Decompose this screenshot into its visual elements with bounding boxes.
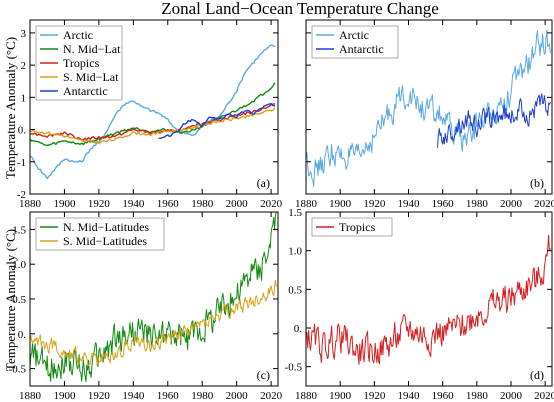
x-tick-label: 2000 bbox=[500, 390, 523, 402]
y-tick-label: 1.0 bbox=[12, 259, 26, 271]
x-tick-label: 1880 bbox=[295, 390, 318, 402]
series-line-s_mid_lat bbox=[30, 279, 277, 367]
legend-entry: Antarctic bbox=[63, 84, 108, 98]
legend-entry: Tropics bbox=[339, 220, 376, 234]
legend-entry: N. Mid−Lat bbox=[63, 42, 121, 56]
x-tick-label: 2020 bbox=[260, 198, 283, 210]
x-tick-label: 2020 bbox=[534, 390, 554, 402]
x-tick-label: 1940 bbox=[122, 198, 145, 210]
legend-entry: Arctic bbox=[339, 28, 369, 42]
plot-frame bbox=[29, 19, 279, 195]
x-tick-label: 1940 bbox=[122, 390, 145, 402]
x-tick-label: 1900 bbox=[329, 390, 352, 402]
x-tick-label: 2000 bbox=[226, 390, 249, 402]
x-tick-label: 1980 bbox=[191, 390, 214, 402]
ylabel-bottom: Temperature Anomaly (°C) bbox=[3, 229, 18, 371]
y-tick-label: 0.5 bbox=[288, 284, 302, 296]
y-tick-label: -2 bbox=[17, 189, 26, 201]
x-tick-label: 1960 bbox=[432, 198, 455, 210]
y-tick-label: 0. bbox=[18, 329, 27, 341]
y-tick-label: 0. bbox=[18, 125, 27, 137]
x-tick-label: 2020 bbox=[534, 198, 554, 210]
series-line-arctic bbox=[306, 29, 551, 188]
series-line-antarctic bbox=[437, 93, 551, 148]
plot-frame bbox=[305, 19, 553, 195]
panels: 1880 1900 1920 1940 1960 1980 2000 2020 -2 -1 0. 1 2… bbox=[9, 19, 554, 402]
x-tick-label: 1920 bbox=[88, 390, 111, 402]
x-tick-label: 1880 bbox=[19, 198, 42, 210]
y-tick-label: 0. bbox=[294, 323, 303, 335]
series-line-s_mid_lat bbox=[30, 107, 276, 145]
panel-label: (d) bbox=[530, 368, 544, 382]
figure-title: Zonal Land−Ocean Temperature Change bbox=[161, 0, 439, 18]
panel-label: (c) bbox=[257, 368, 270, 382]
legend-entry: S. Mid−Lat bbox=[63, 70, 119, 84]
x-tick-label: 1900 bbox=[329, 198, 352, 210]
y-tick-label: 0.5 bbox=[12, 294, 26, 306]
y-tick-label: 2 bbox=[21, 60, 27, 72]
x-tick-label: 1920 bbox=[363, 390, 386, 402]
y-tick-label: 1.5 bbox=[288, 207, 302, 219]
x-tick-label: 1880 bbox=[295, 198, 318, 210]
x-tick-label: 1920 bbox=[88, 198, 111, 210]
y-tick-label: -1 bbox=[17, 157, 26, 169]
series-line-arctic bbox=[30, 44, 276, 180]
x-tick-label: 1960 bbox=[157, 390, 180, 402]
panel-label: (a) bbox=[257, 176, 270, 190]
panel-a: 1880 1900 1920 1940 1960 1980 2000 2020 -2 -1 0. 1 2… bbox=[17, 19, 283, 210]
x-tick-label: 1900 bbox=[53, 198, 76, 210]
x-tick-label: 2020 bbox=[260, 390, 283, 402]
panel-d: 1880 1900 1920 1940 1960 1980 2000 2020 -0.5 0. 0.… bbox=[285, 207, 554, 402]
legend-entry: S. Mid−Latitudes bbox=[63, 234, 147, 248]
panel-label: (b) bbox=[530, 176, 544, 190]
ylabel-top: Temperature Anomaly (°C) bbox=[3, 37, 18, 179]
y-tick-label: 1.0 bbox=[288, 246, 302, 258]
legend-entry: Antarctic bbox=[339, 42, 384, 56]
panel-b: 18801900192019401960198020002020-2-10.12… bbox=[295, 19, 554, 210]
legend bbox=[311, 25, 399, 59]
x-tick-label: 1980 bbox=[191, 198, 214, 210]
x-tick-label: 1940 bbox=[398, 390, 421, 402]
plot-frame bbox=[305, 211, 553, 387]
legend-entry: Arctic bbox=[63, 28, 93, 42]
series-line-tropics bbox=[306, 234, 551, 365]
x-tick-label: 2000 bbox=[500, 198, 523, 210]
x-tick-label: 1880 bbox=[19, 390, 42, 402]
legend-entry: Tropics bbox=[63, 56, 100, 70]
x-tick-label: 1960 bbox=[432, 390, 455, 402]
y-tick-label: 1 bbox=[21, 92, 27, 104]
x-tick-label: 2000 bbox=[226, 198, 249, 210]
legend bbox=[311, 217, 393, 237]
y-tick-label: 1.5 bbox=[12, 224, 26, 236]
legend bbox=[35, 217, 165, 251]
panel-c: 1880 1900 1920 1940 1960 1980 2000 2020 -0.5 0. 0.… bbox=[9, 211, 283, 402]
y-tick-label: -0.5 bbox=[9, 364, 27, 376]
x-tick-label: 1960 bbox=[157, 198, 180, 210]
x-tick-label: 1920 bbox=[363, 198, 386, 210]
y-tick-label: -0.5 bbox=[285, 362, 303, 374]
x-tick-label: 1980 bbox=[466, 390, 489, 402]
y-tick-label: 3 bbox=[21, 28, 27, 40]
x-tick-label: 1980 bbox=[466, 198, 489, 210]
series-line-n_mid_lat bbox=[30, 212, 277, 383]
series-line-antarctic bbox=[158, 102, 276, 140]
legend-entry: N. Mid−Latitudes bbox=[63, 220, 149, 234]
x-tick-label: 1900 bbox=[53, 390, 76, 402]
x-tick-label: 1940 bbox=[398, 198, 421, 210]
